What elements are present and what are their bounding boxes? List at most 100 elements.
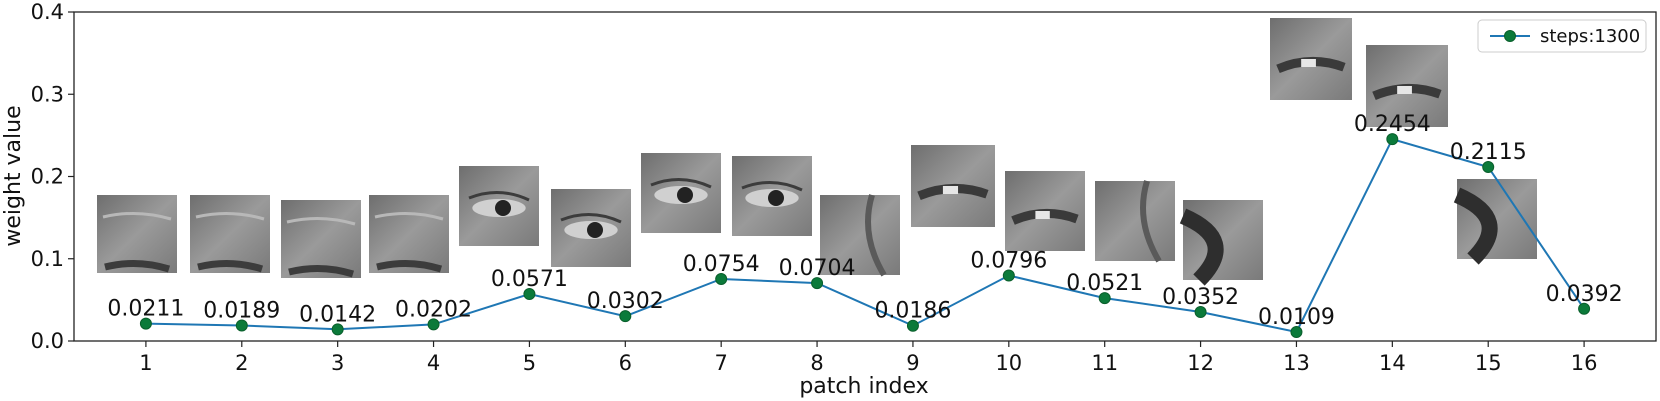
- data-point-marker: [906, 319, 919, 332]
- series-line: [145, 138, 1585, 334]
- patch-feature: [102, 211, 172, 221]
- x-tick-label: 8: [810, 351, 823, 375]
- data-point-label: 0.0796: [970, 249, 1047, 274]
- data-point-label: 0.0302: [587, 289, 664, 314]
- data-point-marker: [619, 310, 632, 323]
- data-point-marker: [235, 319, 248, 332]
- x-tick-label: 3: [331, 351, 344, 375]
- data-point-marker: [1194, 306, 1207, 319]
- patch-feature: [942, 186, 959, 194]
- data-point-label: 0.2454: [1354, 112, 1431, 137]
- patch-feature: [741, 181, 803, 192]
- data-point-marker: [811, 277, 824, 290]
- patch-image-lip: [1005, 171, 1085, 251]
- x-tick-label: 12: [1187, 351, 1214, 375]
- data-point-label: 0.0109: [1258, 305, 1335, 330]
- patch-feature: [376, 259, 443, 273]
- y-tick-label: 0.4: [31, 0, 64, 24]
- patch-background: [1183, 200, 1263, 280]
- y-tick-label: 0.3: [31, 82, 64, 106]
- data-point-label: 0.0754: [683, 252, 760, 277]
- patch-background: [1095, 181, 1175, 261]
- patch-image-mouth: [1270, 18, 1352, 100]
- patch-feature: [495, 200, 511, 216]
- patch-image-brow: [369, 195, 449, 273]
- patch-feature: [288, 264, 355, 278]
- patch-image-brow: [281, 200, 361, 278]
- y-axis-label: weight value: [1, 105, 26, 246]
- y-tick-label: 0.1: [31, 247, 64, 271]
- legend: steps:1300: [1477, 19, 1647, 53]
- data-labels: 0.0211 0.0189 0.0142 0.0202 0.0571 0.0302 0.07…: [107, 112, 1622, 330]
- patch-image-eye: [459, 166, 539, 246]
- patch-feature: [650, 178, 712, 189]
- data-point-marker: [1386, 133, 1399, 146]
- data-point-label: 0.0571: [491, 267, 568, 292]
- patch-feature: [374, 211, 444, 221]
- data-point-label: 0.0704: [779, 256, 856, 281]
- patch-feature: [104, 259, 171, 273]
- data-point-label: 0.0211: [107, 297, 184, 322]
- patch-background: [820, 195, 900, 275]
- patch-feature: [195, 211, 265, 221]
- x-tick-label: 15: [1475, 351, 1502, 375]
- data-point-marker: [523, 288, 536, 301]
- x-tick-label: 16: [1571, 351, 1598, 375]
- x-tick-label: 5: [523, 351, 536, 375]
- patch-feature: [1397, 86, 1412, 94]
- data-point-label: 0.2115: [1450, 140, 1527, 165]
- patch-feature: [468, 191, 530, 202]
- data-point-label: 0.0392: [1546, 282, 1623, 307]
- patch-feature: [1301, 59, 1316, 67]
- patch-images: [97, 18, 1537, 286]
- patch-feature: [1453, 187, 1498, 265]
- x-axis-ticks: 1 2 3 4 5 6 7 8 9 10 11 12 13 14 15 16: [139, 341, 1597, 375]
- patch-image-cheek: [820, 194, 900, 277]
- patch-image-eye: [641, 153, 721, 233]
- legend-entry-label: steps:1300: [1540, 26, 1640, 47]
- x-tick-label: 11: [1091, 351, 1118, 375]
- data-point-markers: [139, 133, 1591, 339]
- data-point-marker: [139, 317, 152, 330]
- x-tick-label: 10: [995, 351, 1022, 375]
- patch-feature: [197, 259, 264, 273]
- data-point-label: 0.0521: [1066, 271, 1143, 296]
- y-tick-label: 0.2: [31, 165, 64, 189]
- data-point-marker: [1578, 302, 1591, 315]
- patch-image-mouth: [911, 145, 995, 227]
- x-tick-label: 2: [235, 351, 248, 375]
- patch-image-eye: [551, 189, 631, 267]
- data-point-marker: [331, 323, 344, 336]
- x-tick-label: 1: [139, 351, 152, 375]
- data-point-marker: [715, 272, 728, 285]
- x-tick-label: 13: [1283, 351, 1310, 375]
- legend-marker-sample: [1504, 30, 1516, 42]
- patch-feature: [587, 222, 603, 238]
- patch-image-chin: [1453, 179, 1537, 265]
- legend-box: [1477, 19, 1647, 53]
- data-point-marker: [427, 318, 440, 331]
- x-tick-label: 4: [427, 351, 440, 375]
- x-tick-label: 9: [906, 351, 919, 375]
- patch-feature: [865, 194, 887, 277]
- data-point-label: 0.0202: [395, 297, 472, 322]
- data-point-marker: [1002, 269, 1015, 282]
- x-axis-label: patch index: [799, 374, 928, 399]
- data-point-label: 0.0142: [299, 302, 376, 327]
- patch-image-eye: [732, 156, 812, 236]
- patch-feature: [286, 216, 356, 226]
- patch-image-cheek: [1095, 180, 1175, 263]
- y-axis-ticks: 0.0 0.1 0.2 0.3 0.4: [31, 0, 74, 353]
- patch-feature: [768, 190, 784, 206]
- patch-image-brow: [190, 195, 270, 273]
- data-point-label: 0.0186: [874, 299, 951, 324]
- data-point-label: 0.0189: [203, 298, 280, 323]
- patch-feature: [677, 187, 693, 203]
- patch-background: [1457, 179, 1537, 259]
- patch-feature: [1035, 211, 1050, 219]
- y-tick-label: 0.0: [31, 329, 64, 353]
- patch-feature: [1179, 208, 1224, 286]
- series-line-group: [145, 138, 1585, 334]
- data-point-marker: [1098, 292, 1111, 305]
- patch-image-brow: [97, 195, 177, 273]
